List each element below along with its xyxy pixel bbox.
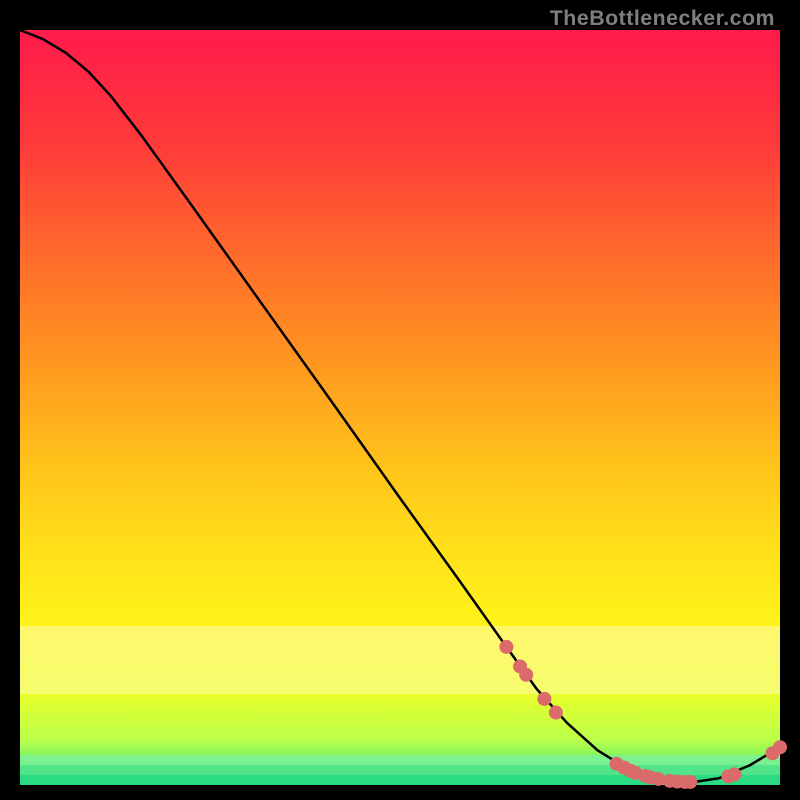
bottleneck-curve xyxy=(20,30,780,783)
curve-marker xyxy=(652,772,665,785)
curve-svg xyxy=(20,30,780,785)
chart-stage: TheBottlenecker.com xyxy=(0,0,800,800)
curve-markers xyxy=(500,640,787,788)
curve-marker xyxy=(520,668,533,681)
curve-marker xyxy=(774,741,787,754)
curve-marker xyxy=(728,768,741,781)
plot-area xyxy=(20,30,780,785)
curve-marker xyxy=(500,640,513,653)
curve-marker xyxy=(549,706,562,719)
curve-marker xyxy=(684,775,697,788)
curve-marker xyxy=(538,692,551,705)
attribution-label: TheBottlenecker.com xyxy=(550,6,775,31)
